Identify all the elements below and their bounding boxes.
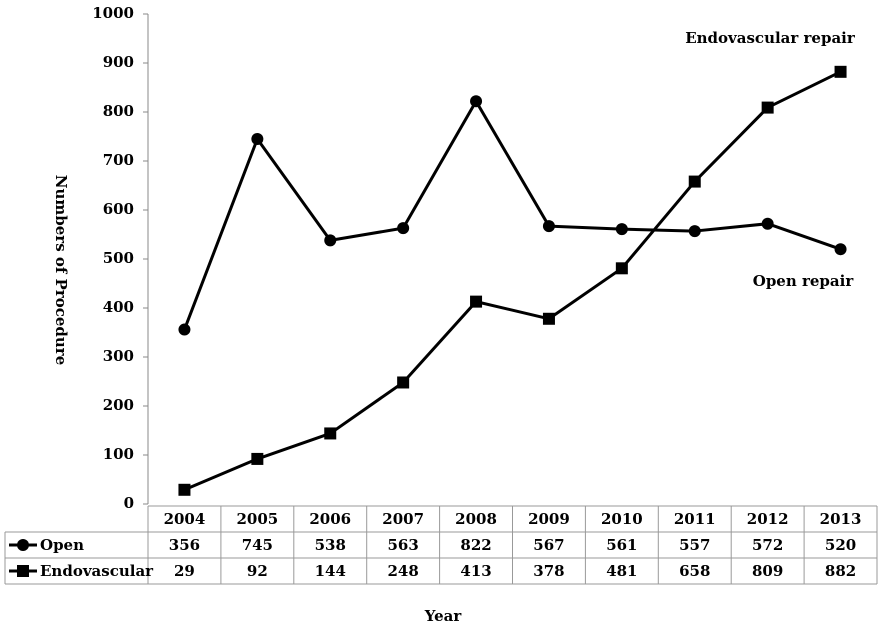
table-value: 248 bbox=[387, 562, 418, 580]
x-tick-label: 2006 bbox=[309, 510, 351, 528]
legend-marker bbox=[17, 539, 29, 551]
table-value: 356 bbox=[169, 536, 200, 554]
y-tick-label: 800 bbox=[103, 102, 134, 120]
point bbox=[834, 243, 847, 256]
table-value: 561 bbox=[606, 536, 637, 554]
x-tick-label: 2010 bbox=[601, 510, 643, 528]
legend-label: Open bbox=[40, 536, 84, 554]
x-axis-label: Year bbox=[424, 607, 463, 625]
x-tick-label: 2011 bbox=[674, 510, 716, 528]
annotation: Endovascular repair bbox=[685, 29, 856, 47]
point bbox=[615, 223, 628, 236]
y-tick-label: 500 bbox=[103, 249, 134, 267]
y-tick-label: 400 bbox=[103, 298, 134, 316]
table-value: 29 bbox=[174, 562, 195, 580]
table-value: 572 bbox=[752, 536, 783, 554]
y-tick-label: 1000 bbox=[92, 4, 134, 22]
table-value: 563 bbox=[387, 536, 418, 554]
point bbox=[251, 132, 264, 145]
point bbox=[178, 483, 191, 496]
x-tick-label: 2008 bbox=[455, 510, 497, 528]
table-value: 567 bbox=[533, 536, 564, 554]
point bbox=[470, 295, 483, 308]
point bbox=[761, 101, 774, 114]
x-tick-label: 2007 bbox=[382, 510, 424, 528]
table-value: 378 bbox=[533, 562, 564, 580]
table-value: 413 bbox=[460, 562, 491, 580]
y-tick-label: 600 bbox=[103, 200, 134, 218]
table-value: 557 bbox=[679, 536, 710, 554]
x-tick-label: 2004 bbox=[164, 510, 206, 528]
point bbox=[324, 427, 337, 440]
y-tick-label: 300 bbox=[103, 347, 134, 365]
y-tick-label: 100 bbox=[103, 445, 134, 463]
point bbox=[178, 323, 191, 336]
table-value: 809 bbox=[752, 562, 783, 580]
series-line bbox=[183, 70, 842, 492]
legend-marker bbox=[17, 565, 29, 577]
y-tick-label: 700 bbox=[103, 151, 134, 169]
x-tick-label: 2009 bbox=[528, 510, 570, 528]
y-axis-label: Numbers of Procedure bbox=[52, 175, 70, 365]
table-value: 481 bbox=[606, 562, 637, 580]
point bbox=[397, 376, 410, 389]
point bbox=[761, 217, 774, 230]
point bbox=[615, 262, 628, 275]
table-value: 822 bbox=[460, 536, 491, 554]
x-tick-label: 2012 bbox=[747, 510, 789, 528]
table-value: 144 bbox=[315, 562, 346, 580]
point bbox=[688, 175, 701, 188]
series-line bbox=[183, 99, 842, 331]
y-tick-label: 900 bbox=[103, 53, 134, 71]
y-tick-label: 0 bbox=[124, 494, 134, 512]
x-tick-label: 2005 bbox=[236, 510, 278, 528]
point bbox=[397, 222, 410, 235]
point bbox=[688, 225, 701, 238]
x-tick-label: 2013 bbox=[820, 510, 862, 528]
point bbox=[542, 220, 555, 233]
point bbox=[834, 65, 847, 78]
table-value: 658 bbox=[679, 562, 710, 580]
table-value: 745 bbox=[242, 536, 273, 554]
point bbox=[470, 95, 483, 108]
table-value: 538 bbox=[315, 536, 346, 554]
point bbox=[324, 234, 337, 247]
table-value: 92 bbox=[247, 562, 268, 580]
point bbox=[542, 312, 555, 325]
table-value: 882 bbox=[825, 562, 856, 580]
annotation: Open repair bbox=[753, 272, 855, 290]
table-value: 520 bbox=[825, 536, 856, 554]
y-tick-label: 200 bbox=[103, 396, 134, 414]
point bbox=[251, 452, 264, 465]
legend-label: Endovascular bbox=[40, 562, 154, 580]
